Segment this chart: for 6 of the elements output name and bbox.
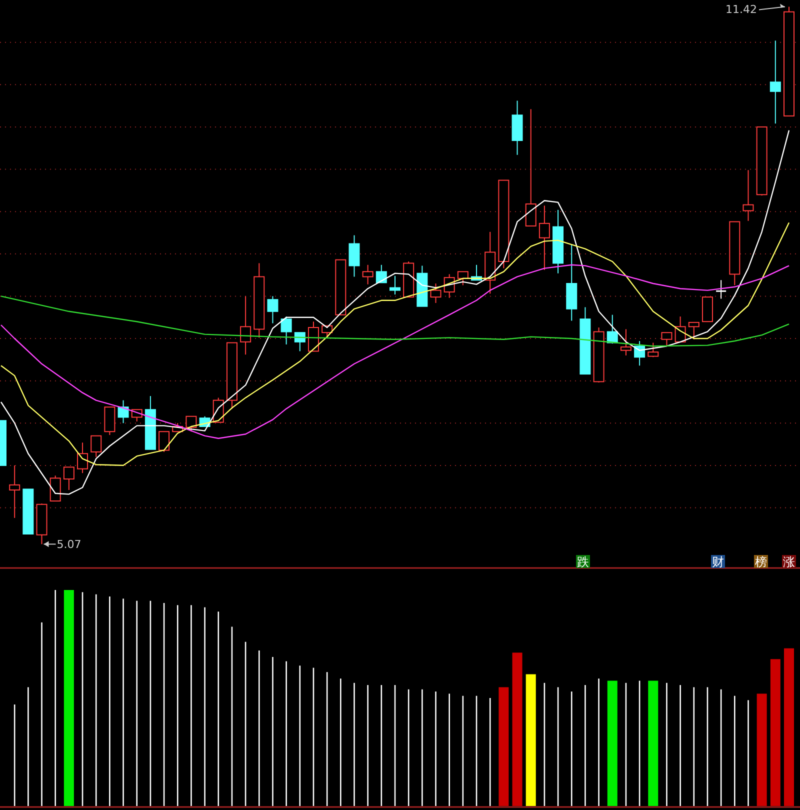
annotation: 5.07: [56, 538, 82, 552]
annotation: 11.42: [726, 2, 757, 16]
text: 跌: [577, 555, 589, 569]
text: 财: [712, 555, 724, 569]
text: 涨: [783, 555, 795, 569]
text: 榜: [755, 555, 767, 569]
